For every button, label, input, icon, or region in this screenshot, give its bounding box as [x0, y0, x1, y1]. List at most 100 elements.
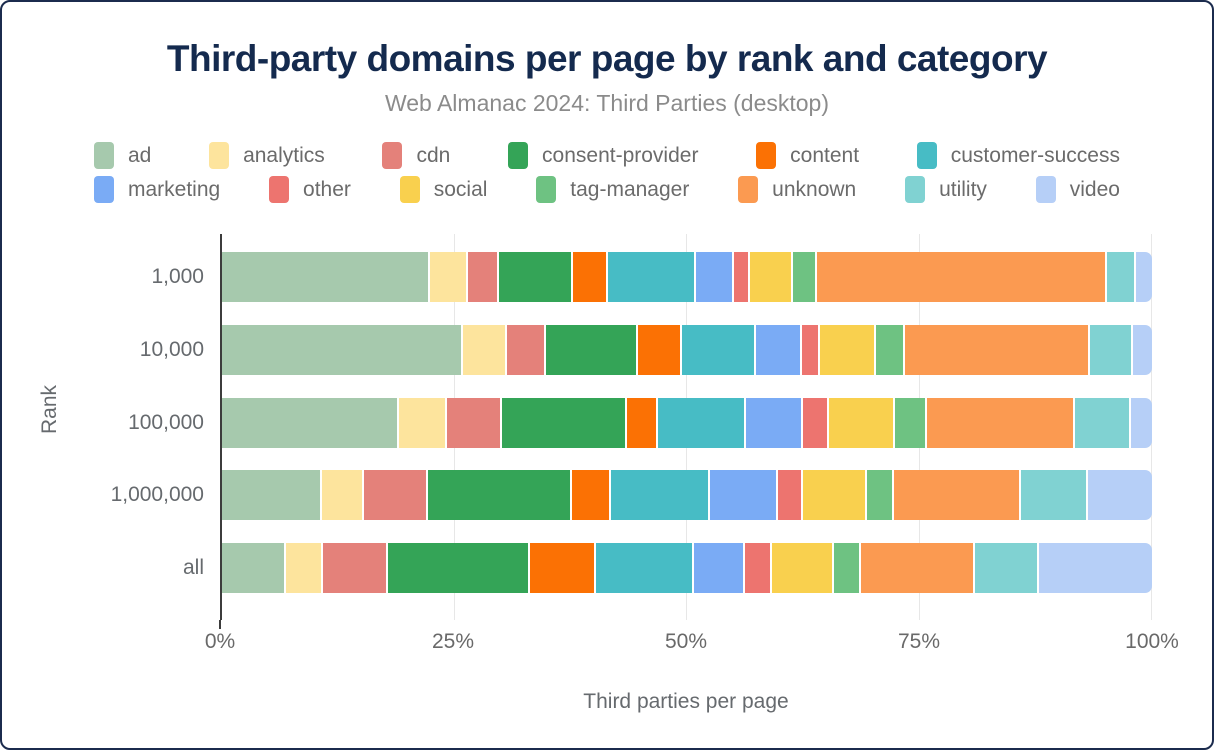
- legend-item-analytics[interactable]: analytics: [209, 142, 325, 169]
- bar-segment-analytics[interactable]: [322, 470, 365, 520]
- bar-segment-analytics[interactable]: [462, 325, 507, 375]
- x-axis-tick-0%: 0%: [204, 630, 236, 653]
- bar-segment-utility[interactable]: [1074, 398, 1131, 448]
- legend-swatch-other: [269, 176, 290, 203]
- legend-item-consent-provider[interactable]: consent-provider: [508, 142, 698, 169]
- bar-segment-marketing[interactable]: [755, 325, 803, 375]
- bar-row-1,000: [222, 252, 1152, 302]
- bar-segment-tag-manager[interactable]: [833, 543, 861, 593]
- bar-segment-content[interactable]: [529, 543, 596, 593]
- bar-segment-marketing[interactable]: [710, 470, 779, 520]
- bar-segment-utility[interactable]: [1020, 470, 1088, 520]
- bar-segment-content[interactable]: [637, 325, 683, 375]
- legend-item-social[interactable]: social: [399, 176, 487, 203]
- bar-segment-unknown[interactable]: [926, 398, 1075, 448]
- bar-segment-content[interactable]: [572, 252, 608, 302]
- legend-item-other[interactable]: other: [269, 176, 351, 203]
- bar-segment-video[interactable]: [1130, 398, 1152, 448]
- legend-label: ad: [128, 143, 152, 167]
- bar-segment-cdn[interactable]: [323, 543, 389, 593]
- bar-segment-marketing[interactable]: [694, 543, 745, 593]
- bar-segment-cdn[interactable]: [447, 398, 502, 448]
- legend-swatch-ad: [94, 142, 114, 169]
- bar-segment-tag-manager[interactable]: [867, 470, 895, 520]
- bar-segment-consent-provider[interactable]: [499, 252, 573, 302]
- chart-subtitle: Web Almanac 2024: Third Parties (desktop…: [384, 90, 830, 116]
- bar-segment-unknown[interactable]: [894, 470, 1021, 520]
- x-axis-tick-75%: 75%: [897, 630, 941, 653]
- bar-segment-other[interactable]: [802, 325, 820, 375]
- bar-segment-other[interactable]: [778, 470, 804, 520]
- legend-swatch-consent-provider: [508, 142, 529, 169]
- bar-segment-analytics[interactable]: [398, 398, 448, 448]
- legend-item-tag-manager[interactable]: tag-manager: [536, 176, 689, 203]
- legend-label: marketing: [128, 177, 221, 201]
- bar-segment-marketing[interactable]: [746, 398, 804, 448]
- bar-segment-utility[interactable]: [1089, 325, 1134, 375]
- bar-segment-video[interactable]: [1039, 543, 1152, 593]
- bar-segment-utility[interactable]: [975, 543, 1040, 593]
- bar-segment-utility[interactable]: [1107, 252, 1137, 302]
- bar-segment-consent-provider[interactable]: [388, 543, 530, 593]
- bar-segment-content[interactable]: [627, 398, 659, 448]
- legend-swatch-content: [756, 142, 777, 169]
- legend-swatch-analytics: [209, 142, 230, 169]
- bar-segment-customer-success[interactable]: [658, 398, 747, 448]
- bar-segment-tag-manager[interactable]: [875, 325, 905, 375]
- bar-segment-social[interactable]: [803, 470, 868, 520]
- legend: ad analytics cdn consent-provider content cus…: [94, 142, 1120, 203]
- bar-segment-ad[interactable]: [222, 470, 323, 520]
- bar-segment-cdn[interactable]: [364, 470, 428, 520]
- bar-segment-video[interactable]: [1136, 252, 1152, 302]
- legend-item-content[interactable]: content: [756, 142, 859, 169]
- legend-row-1: ad analytics cdn consent-provider content cus…: [94, 142, 1120, 169]
- bar-segment-video[interactable]: [1133, 325, 1152, 375]
- bar-segment-tag-manager[interactable]: [895, 398, 927, 448]
- bar-segment-unknown[interactable]: [860, 543, 976, 593]
- legend-item-cdn[interactable]: cdn: [382, 142, 450, 169]
- chart-title: Third-party domains per page by rank and…: [166, 38, 1048, 79]
- bar-segment-analytics[interactable]: [286, 543, 324, 593]
- bar-segment-customer-success[interactable]: [682, 325, 756, 375]
- bar-segment-other[interactable]: [734, 252, 751, 302]
- bar-segment-unknown[interactable]: [904, 325, 1090, 375]
- bar-segment-social[interactable]: [829, 398, 896, 448]
- bar-segment-consent-provider[interactable]: [501, 398, 628, 448]
- legend-item-utility[interactable]: utility: [905, 176, 987, 203]
- legend-item-unknown[interactable]: unknown: [738, 176, 856, 203]
- bar-segment-ad[interactable]: [222, 398, 399, 448]
- bar-segment-video[interactable]: [1087, 470, 1152, 520]
- bar-segment-analytics[interactable]: [430, 252, 468, 302]
- legend-item-marketing[interactable]: marketing: [94, 176, 220, 203]
- x-axis-tick-50%: 50%: [664, 630, 708, 653]
- bar-segment-social[interactable]: [750, 252, 793, 302]
- bar-segment-customer-success[interactable]: [607, 252, 697, 302]
- bar-segment-consent-provider[interactable]: [427, 470, 572, 520]
- legend-row-2: marketing other social tag-manager unknown ut…: [94, 176, 1120, 203]
- legend-item-customer-success[interactable]: customer-success: [916, 142, 1120, 169]
- bar-segment-social[interactable]: [819, 325, 876, 375]
- bar-segment-consent-provider[interactable]: [545, 325, 638, 375]
- bar-segment-marketing[interactable]: [696, 252, 735, 302]
- bar-segment-content[interactable]: [571, 470, 611, 520]
- y-axis-label-all: all: [182, 556, 204, 579]
- bar-segment-other[interactable]: [744, 543, 772, 593]
- legend-label: analytics: [243, 143, 325, 167]
- bar-segment-customer-success[interactable]: [595, 543, 695, 593]
- legend-item-video[interactable]: video: [1035, 176, 1120, 203]
- bar-row-all: [222, 543, 1152, 593]
- bar-segment-cdn[interactable]: [467, 252, 500, 302]
- bar-row-1,000,000: [222, 470, 1152, 520]
- bar-segment-ad[interactable]: [222, 325, 463, 375]
- bar-segment-other[interactable]: [803, 398, 830, 448]
- bar-segment-social[interactable]: [771, 543, 834, 593]
- bar-segment-cdn[interactable]: [506, 325, 546, 375]
- legend-item-ad[interactable]: ad: [94, 142, 151, 169]
- bar-segment-ad[interactable]: [222, 252, 431, 302]
- bar-segment-ad[interactable]: [222, 543, 287, 593]
- bar-segment-unknown[interactable]: [817, 252, 1108, 302]
- bar-row-100,000: [222, 398, 1152, 448]
- bar-segment-tag-manager[interactable]: [792, 252, 818, 302]
- legend-swatch-customer-success: [916, 142, 937, 169]
- bar-segment-customer-success[interactable]: [610, 470, 711, 520]
